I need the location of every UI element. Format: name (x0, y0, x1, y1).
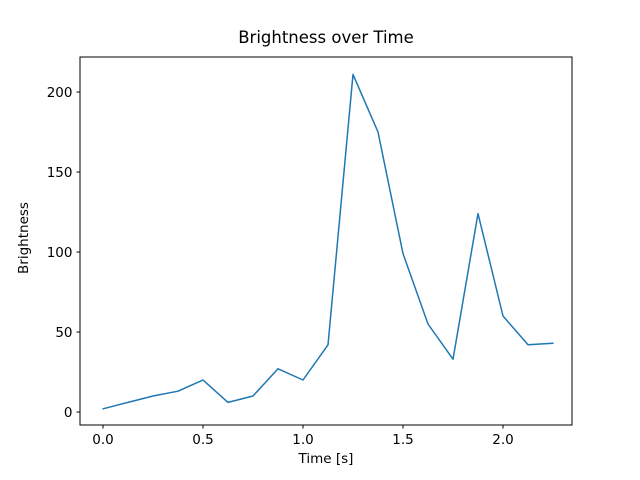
y-axis-label: Brightness (16, 202, 32, 274)
x-tick-label: 1.5 (392, 432, 413, 448)
y-tick-label: 150 (47, 165, 73, 181)
chart-title: Brightness over Time (238, 28, 414, 47)
y-tick-label: 200 (47, 85, 73, 101)
x-axis-label: Time [s] (298, 451, 354, 467)
x-tick-label: 2.0 (492, 432, 513, 448)
x-tick-label: 0.5 (192, 432, 213, 448)
x-tick-label: 0.0 (92, 432, 113, 448)
plot-area (79, 56, 573, 426)
y-tick-label: 100 (47, 245, 73, 261)
brightness-line (102, 73, 554, 410)
y-tick-label: 0 (64, 405, 73, 421)
x-tick-label: 1.0 (292, 432, 313, 448)
y-tick-label: 50 (55, 325, 72, 341)
